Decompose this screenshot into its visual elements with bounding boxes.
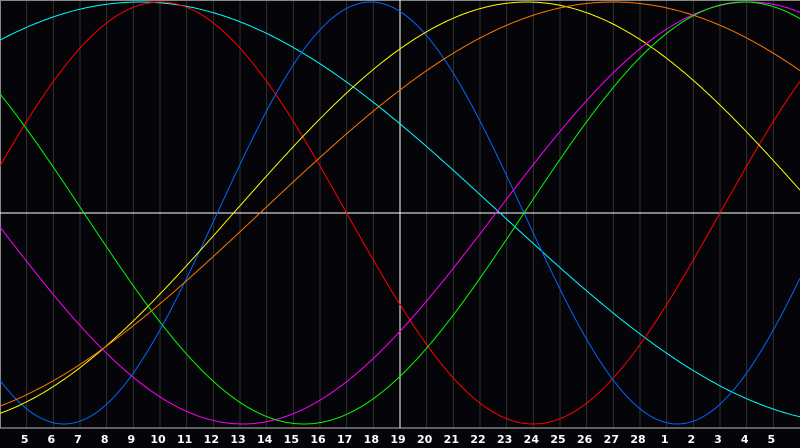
x-tick-label: 5	[21, 433, 29, 446]
series-line-2	[0, 1, 800, 425]
x-tick-label: 11	[177, 433, 192, 446]
series-line-1	[0, 1, 800, 425]
x-tick-label: 12	[204, 433, 219, 446]
x-tick-label: 10	[150, 433, 166, 446]
x-tick-label: 3	[714, 433, 722, 446]
x-tick-label: 23	[497, 433, 512, 446]
series-line-5	[0, 1, 800, 425]
x-tick-label: 20	[417, 433, 433, 446]
x-tick-label: 21	[444, 433, 459, 446]
x-tick-label: 25	[550, 433, 565, 446]
x-tick-label: 7	[74, 433, 82, 446]
x-tick-label: 18	[364, 433, 379, 446]
x-tick-label: 4	[741, 433, 749, 446]
series-line-6	[0, 1, 800, 425]
x-tick-label: 17	[337, 433, 352, 446]
series-line-4	[0, 1, 800, 407]
x-tick-label: 1	[661, 433, 669, 446]
x-tick-label: 15	[284, 433, 299, 446]
x-tick-label: 16	[310, 433, 326, 446]
x-tick-label: 24	[524, 433, 540, 446]
series-line-0	[0, 1, 800, 418]
x-tick-label: 28	[630, 433, 645, 446]
series-line-3	[0, 1, 800, 414]
x-tick-label: 5	[768, 433, 776, 446]
x-tick-label: 2	[688, 433, 696, 446]
x-tick-label: 22	[470, 433, 485, 446]
x-tick-label: 26	[577, 433, 593, 446]
x-tick-label: 19	[390, 433, 405, 446]
x-tick-label: 27	[604, 433, 619, 446]
x-tick-label: 14	[257, 433, 273, 446]
x-tick-label: 9	[128, 433, 136, 446]
x-tick-label: 6	[48, 433, 56, 446]
x-tick-label: 13	[230, 433, 245, 446]
x-tick-label: 8	[101, 433, 109, 446]
